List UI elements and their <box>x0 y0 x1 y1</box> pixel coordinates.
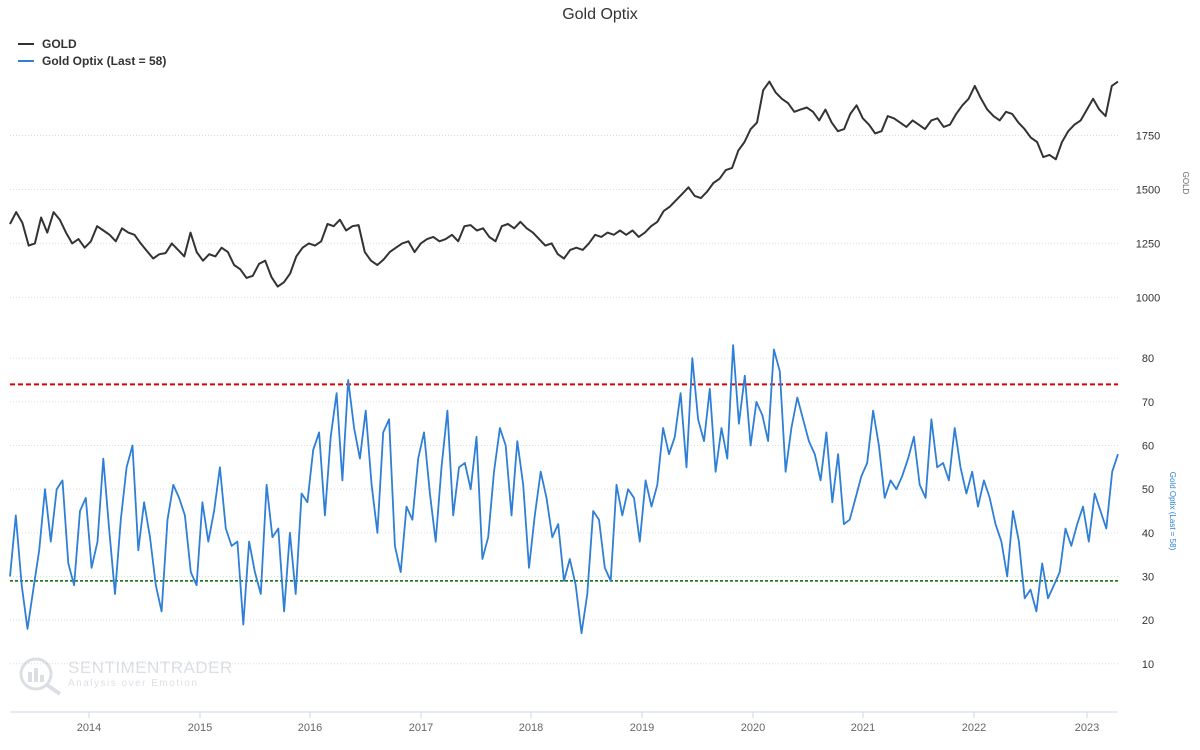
y-tick-label: 1500 <box>1136 184 1160 196</box>
y-tick-label: 50 <box>1142 484 1154 496</box>
watermark-logo-icon <box>19 657 62 696</box>
x-tick-label: 2020 <box>741 722 765 734</box>
legend-label-optix: Gold Optix (Last = 58) <box>42 53 167 68</box>
y-axis-title: Gold Optix (Last = 58) <box>1168 472 1177 551</box>
watermark-name: SENTIMENTRADER <box>68 658 233 677</box>
series-line-gold[interactable] <box>9 80 1119 288</box>
x-tick-label: 2021 <box>851 722 875 734</box>
watermark: SENTIMENTRADER Analysis over Emotion <box>16 656 232 696</box>
x-tick-label: 2019 <box>630 722 654 734</box>
series-line-gold-optix[interactable] <box>9 344 1119 635</box>
series-layer <box>9 80 1119 635</box>
chart-title: Gold Optix <box>562 6 638 23</box>
legend-item-gold[interactable]: GOLD <box>18 35 166 52</box>
x-tick-label: 2017 <box>409 722 433 734</box>
y-tick-label: 30 <box>1142 571 1154 583</box>
legend-swatch-optix <box>18 59 34 62</box>
legend: GOLD Gold Optix (Last = 58) <box>18 35 166 69</box>
y-axis-title: GOLD <box>1181 172 1190 195</box>
x-tick-label: 2014 <box>77 722 101 734</box>
y-tick-label: 60 <box>1142 441 1154 453</box>
legend-item-optix[interactable]: Gold Optix (Last = 58) <box>18 52 166 69</box>
tick-layer: 1000 1250 1500 1750 GOLD 10 20 30 40 50 60 70 80 Gold… <box>77 131 1190 734</box>
y-tick-label: 80 <box>1142 353 1154 365</box>
y-tick-label: 1250 <box>1136 238 1160 250</box>
x-tick-label: 2022 <box>962 722 986 734</box>
y-tick-label: 10 <box>1142 659 1154 671</box>
x-tick-label: 2018 <box>519 722 543 734</box>
y-tick-label: 20 <box>1142 615 1154 627</box>
y-tick-label: 40 <box>1142 528 1154 540</box>
grid-layer <box>10 135 1118 665</box>
legend-label-gold: GOLD <box>42 36 77 51</box>
x-tick-label: 2015 <box>188 722 212 734</box>
reference-lines <box>10 383 1118 582</box>
x-tick-label: 2016 <box>298 722 322 734</box>
y-tick-label: 1750 <box>1136 131 1160 143</box>
watermark-tagline: Analysis over Emotion <box>68 678 199 689</box>
y-tick-label: 1000 <box>1136 292 1160 304</box>
legend-swatch-gold <box>18 42 34 45</box>
x-tick-label: 2023 <box>1075 722 1099 734</box>
y-tick-label: 70 <box>1142 397 1154 409</box>
